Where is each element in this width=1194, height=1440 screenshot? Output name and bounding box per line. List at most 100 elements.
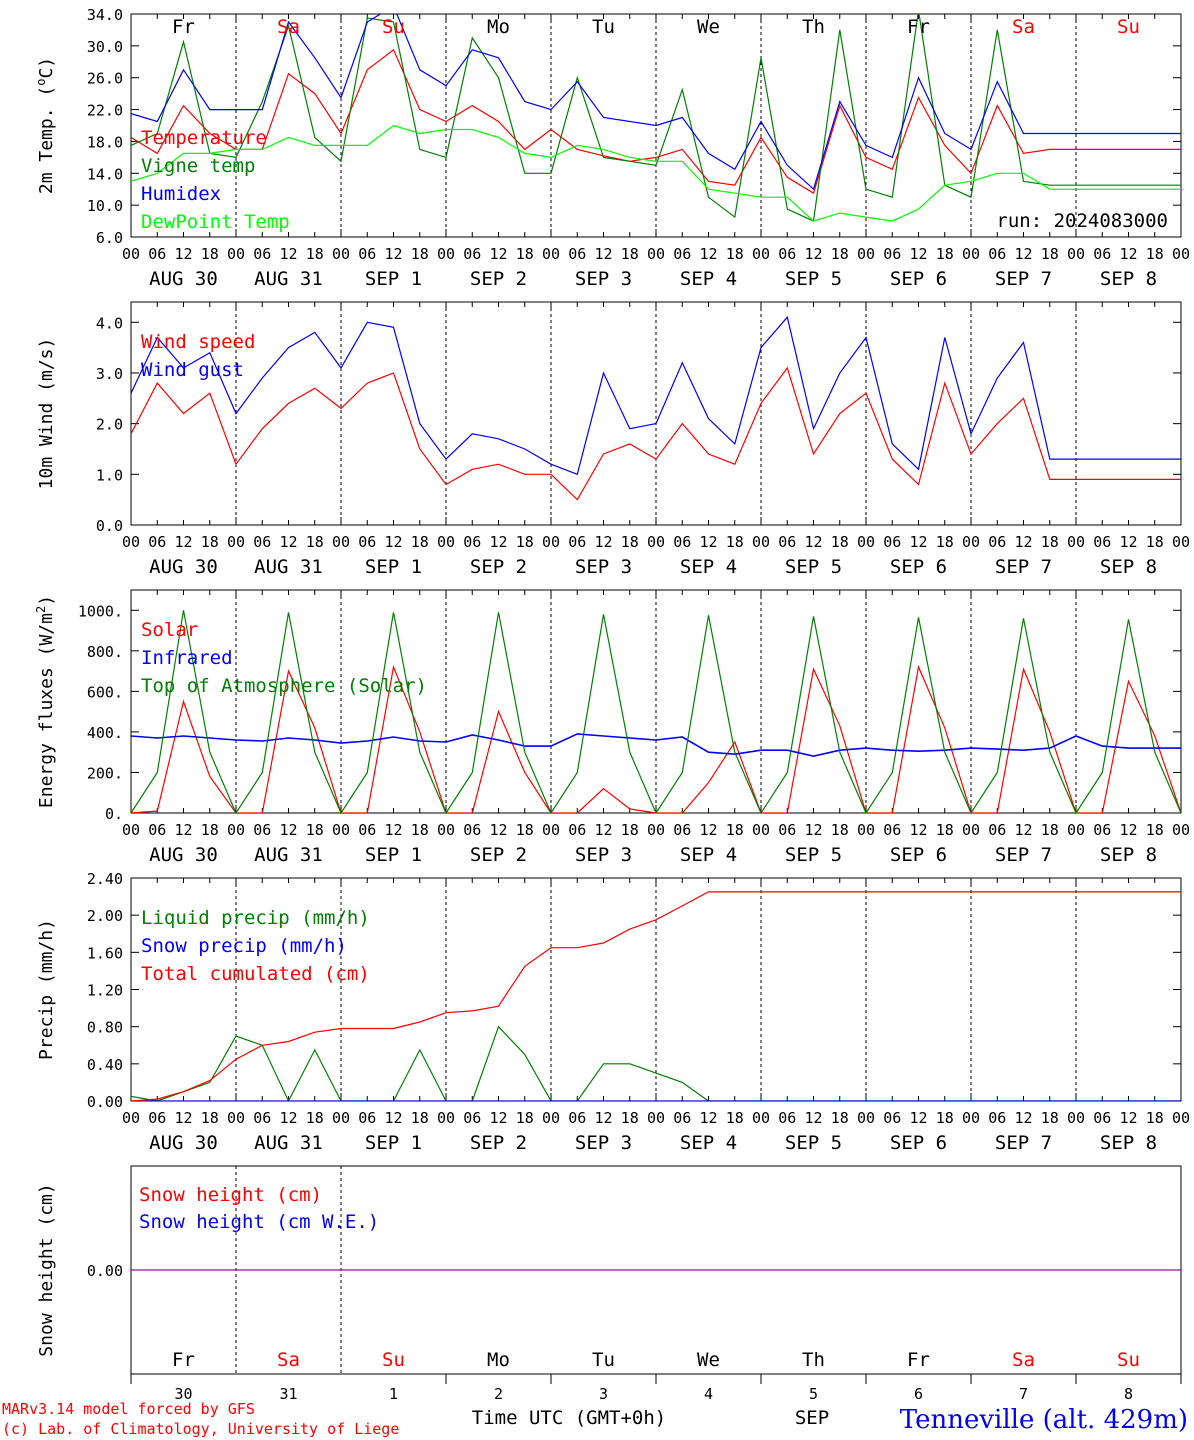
x-hour-label: 00 — [1067, 1109, 1085, 1127]
x-hour-label: 12 — [1014, 821, 1032, 839]
date-label: SEP 6 — [890, 844, 947, 866]
x-hour-label: 18 — [201, 533, 219, 551]
x-hour-label: 18 — [1146, 821, 1164, 839]
x-hour-label: 12 — [594, 1109, 612, 1127]
day-name: We — [697, 16, 720, 38]
y-tick-label: 1.60 — [87, 944, 123, 962]
y-tick-label: 34.0 — [87, 6, 123, 24]
y-tick-label: 4.0 — [96, 314, 123, 332]
x-hour-label: 12 — [174, 245, 192, 263]
x-hour-label: 18 — [726, 245, 744, 263]
y-tick-label: 18.0 — [87, 133, 123, 151]
x-hour-label: 18 — [306, 1109, 324, 1127]
y-axis-label-sup: 2 — [34, 606, 48, 613]
x-hour-label: 00 — [752, 1109, 770, 1127]
day-name: Mo — [487, 16, 510, 38]
panel-5: 0.00 Snow height (cm) Snow height (cm) Snow… — [36, 1165, 1182, 1403]
x-hour-label: 12 — [174, 821, 192, 839]
legend-entry: Total cumulated (cm) — [141, 963, 370, 985]
date-label: SEP 7 — [995, 556, 1052, 578]
legend-entry: Solar — [141, 619, 198, 641]
x-hour-label: 12 — [594, 245, 612, 263]
y-axis-label: Precip (mm/h) — [36, 919, 57, 1060]
legend-entry: Temperature — [141, 127, 267, 149]
x-hour-label: 00 — [647, 533, 665, 551]
x-hour-label: 12 — [699, 533, 717, 551]
x-hour-label: 12 — [489, 533, 507, 551]
date-label: SEP 8 — [1100, 1132, 1157, 1154]
x-hour-label: 00 — [437, 245, 455, 263]
x-hour-label: 00 — [962, 533, 980, 551]
x-hour-label: 00 — [542, 533, 560, 551]
x-hour-label: 12 — [909, 821, 927, 839]
run-label: run: 2024083000 — [996, 210, 1168, 232]
y-tick-label: 200. — [87, 764, 123, 782]
date-label: AUG 31 — [254, 268, 323, 290]
date-label: SEP 3 — [575, 1132, 632, 1154]
date-label: SEP 3 — [575, 844, 632, 866]
x-hour-label: 12 — [1014, 1109, 1032, 1127]
y-tick-label: 2.0 — [96, 416, 123, 434]
x-hour-label: 06 — [463, 245, 481, 263]
date-label: SEP 2 — [470, 1132, 527, 1154]
series-line-1-3 — [131, 14, 1181, 191]
x-hour-label: 00 — [227, 821, 245, 839]
date-label: SEP 5 — [785, 844, 842, 866]
x-hour-label: 06 — [988, 533, 1006, 551]
y-tick-label: 26.0 — [87, 70, 123, 88]
x-hour-label: 00 — [332, 245, 350, 263]
day-name: Su — [1117, 1349, 1140, 1371]
x-hour-label: 06 — [568, 821, 586, 839]
x-hour-label: 12 — [1014, 245, 1032, 263]
legend-entry: Infrared — [141, 647, 233, 669]
x-hour-label: 00 — [122, 533, 140, 551]
date-label: SEP 8 — [1100, 556, 1157, 578]
x-hour-label: 18 — [831, 245, 849, 263]
day-name: Sa — [277, 16, 300, 38]
y-axis-label-text: 10m Wind (m/s) — [36, 338, 57, 490]
y-axis-label-text: C) — [36, 57, 57, 79]
x-hour-label: 06 — [253, 533, 271, 551]
x-hour-label: 06 — [568, 533, 586, 551]
x-hour-label: 06 — [148, 821, 166, 839]
date-label: SEP 6 — [890, 556, 947, 578]
x-hour-label: 06 — [883, 1109, 901, 1127]
y-tick-label: 1.20 — [87, 982, 123, 1000]
y-tick-label: 600. — [87, 683, 123, 701]
legend-entry: Wind gust — [141, 359, 244, 381]
date-label: SEP 4 — [680, 844, 737, 866]
date-label: AUG 30 — [149, 844, 218, 866]
x-hour-label: 00 — [1067, 821, 1085, 839]
x-hour-label: 18 — [831, 1109, 849, 1127]
x-hour-label: 00 — [752, 821, 770, 839]
x-hour-label: 12 — [279, 533, 297, 551]
x-hour-label: 06 — [778, 245, 796, 263]
x-hour-label: 12 — [384, 821, 402, 839]
x-hour-label: 12 — [1119, 1109, 1137, 1127]
x-hour-label: 12 — [489, 821, 507, 839]
date-label: SEP 3 — [575, 556, 632, 578]
x-hour-label: 18 — [411, 533, 429, 551]
day-name: Fr — [172, 1349, 195, 1371]
x-hour-label: 18 — [726, 821, 744, 839]
legend-entry: Humidex — [141, 183, 221, 205]
day-number: 31 — [279, 1385, 297, 1403]
x-hour-label: 06 — [358, 245, 376, 263]
date-label: SEP 5 — [785, 556, 842, 578]
date-label: AUG 31 — [254, 556, 323, 578]
series-group — [131, 891, 1181, 1101]
x-hour-label: 12 — [804, 245, 822, 263]
x-hour-label: 18 — [726, 1109, 744, 1127]
x-hour-label: 00 — [1172, 245, 1190, 263]
y-axis-label: Energy fluxes (W/m2) — [34, 595, 57, 808]
series-line-4-1 — [131, 1025, 1181, 1101]
x-hour-label: 06 — [988, 1109, 1006, 1127]
legend-entry: Liquid precip (mm/h) — [141, 907, 370, 929]
x-hour-label: 00 — [962, 821, 980, 839]
y-tick-label: 400. — [87, 724, 123, 742]
day-name: Sa — [277, 1349, 300, 1371]
day-number: 2 — [494, 1385, 503, 1403]
y-tick-label: 1000. — [78, 602, 123, 620]
legend-entry: DewPoint Temp — [141, 211, 290, 233]
x-hour-label: 06 — [568, 1109, 586, 1127]
